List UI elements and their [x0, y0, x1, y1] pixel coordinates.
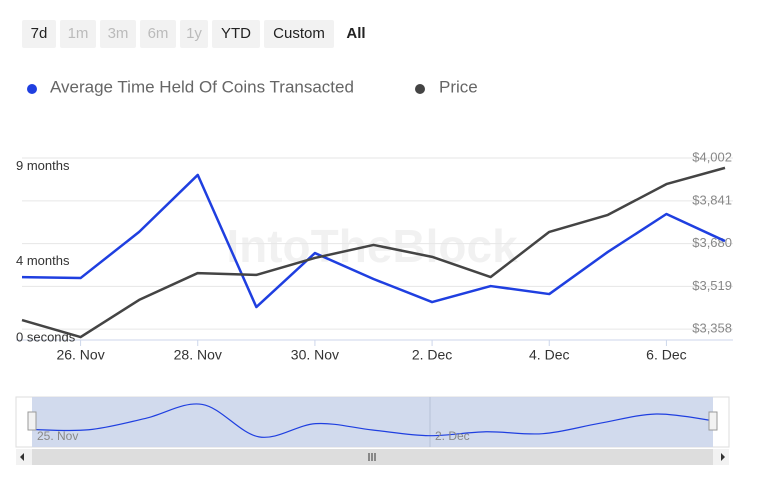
navigator-label: 2. Dec [435, 429, 470, 443]
y2-tick-label: $3,519 [692, 278, 732, 293]
y2-tick-label: $3,358 [692, 321, 732, 336]
x-tick-label: 2. Dec [412, 347, 452, 363]
range-button-label[interactable]: 3m [108, 25, 129, 42]
range-button-label[interactable]: 7d [31, 25, 48, 42]
series-line [21, 166, 726, 339]
y-tick-label: 9 months [16, 158, 70, 173]
range-button-label[interactable]: 6m [148, 25, 169, 42]
navigator-line [31, 403, 714, 438]
x-tick-label: 28. Nov [174, 347, 222, 363]
navigator-label: 25. Nov [37, 429, 78, 443]
range-button[interactable] [180, 20, 208, 48]
navigator: 25. Nov 2. Dec [31, 403, 714, 443]
legend-marker[interactable] [415, 84, 425, 94]
x-tick-label: 26. Nov [56, 347, 104, 363]
y2-tick-label: $3,841 [692, 192, 732, 207]
range-button[interactable] [264, 20, 334, 48]
legend-label[interactable]: Price [439, 77, 478, 96]
scrollbar-grip [368, 453, 376, 461]
range-button[interactable] [22, 20, 56, 48]
x-tick-label: 4. Dec [529, 347, 569, 363]
range-button[interactable] [140, 20, 176, 48]
legend-label[interactable]: Average Time Held Of Coins Transacted [50, 77, 354, 96]
range-button[interactable] [60, 20, 96, 48]
range-button-label[interactable]: YTD [221, 25, 251, 42]
range-selector: 7d 1m 3m 6m 1y YTD Custom All [22, 20, 366, 48]
y2-tick-label: $3,680 [692, 235, 732, 250]
navigator-handle[interactable] [708, 411, 718, 431]
legend: Average Time Held Of Coins Transacted Pri… [27, 77, 478, 96]
range-button-label[interactable]: Custom [273, 25, 325, 42]
x-tick-label: 6. Dec [646, 347, 686, 363]
range-button[interactable] [212, 20, 260, 48]
range-button-label[interactable]: 1y [186, 25, 202, 42]
y-tick-label: 4 months [16, 253, 70, 268]
legend-marker[interactable] [27, 84, 37, 94]
navigator-handle[interactable] [27, 411, 37, 431]
range-button-label[interactable]: 1m [68, 25, 89, 42]
plot-area: $3,358 $3,519 $3,680 $3,841 $4,002 0 seconds 4… [16, 149, 733, 363]
y-tick-label: 0 seconds [16, 329, 76, 344]
y2-tick-label: $4,002 [692, 149, 732, 164]
navigator-selection[interactable] [32, 397, 713, 447]
range-button-label[interactable]: All [346, 25, 365, 42]
range-button[interactable] [100, 20, 136, 48]
series-line [21, 173, 726, 309]
x-tick-label: 30. Nov [291, 347, 339, 363]
